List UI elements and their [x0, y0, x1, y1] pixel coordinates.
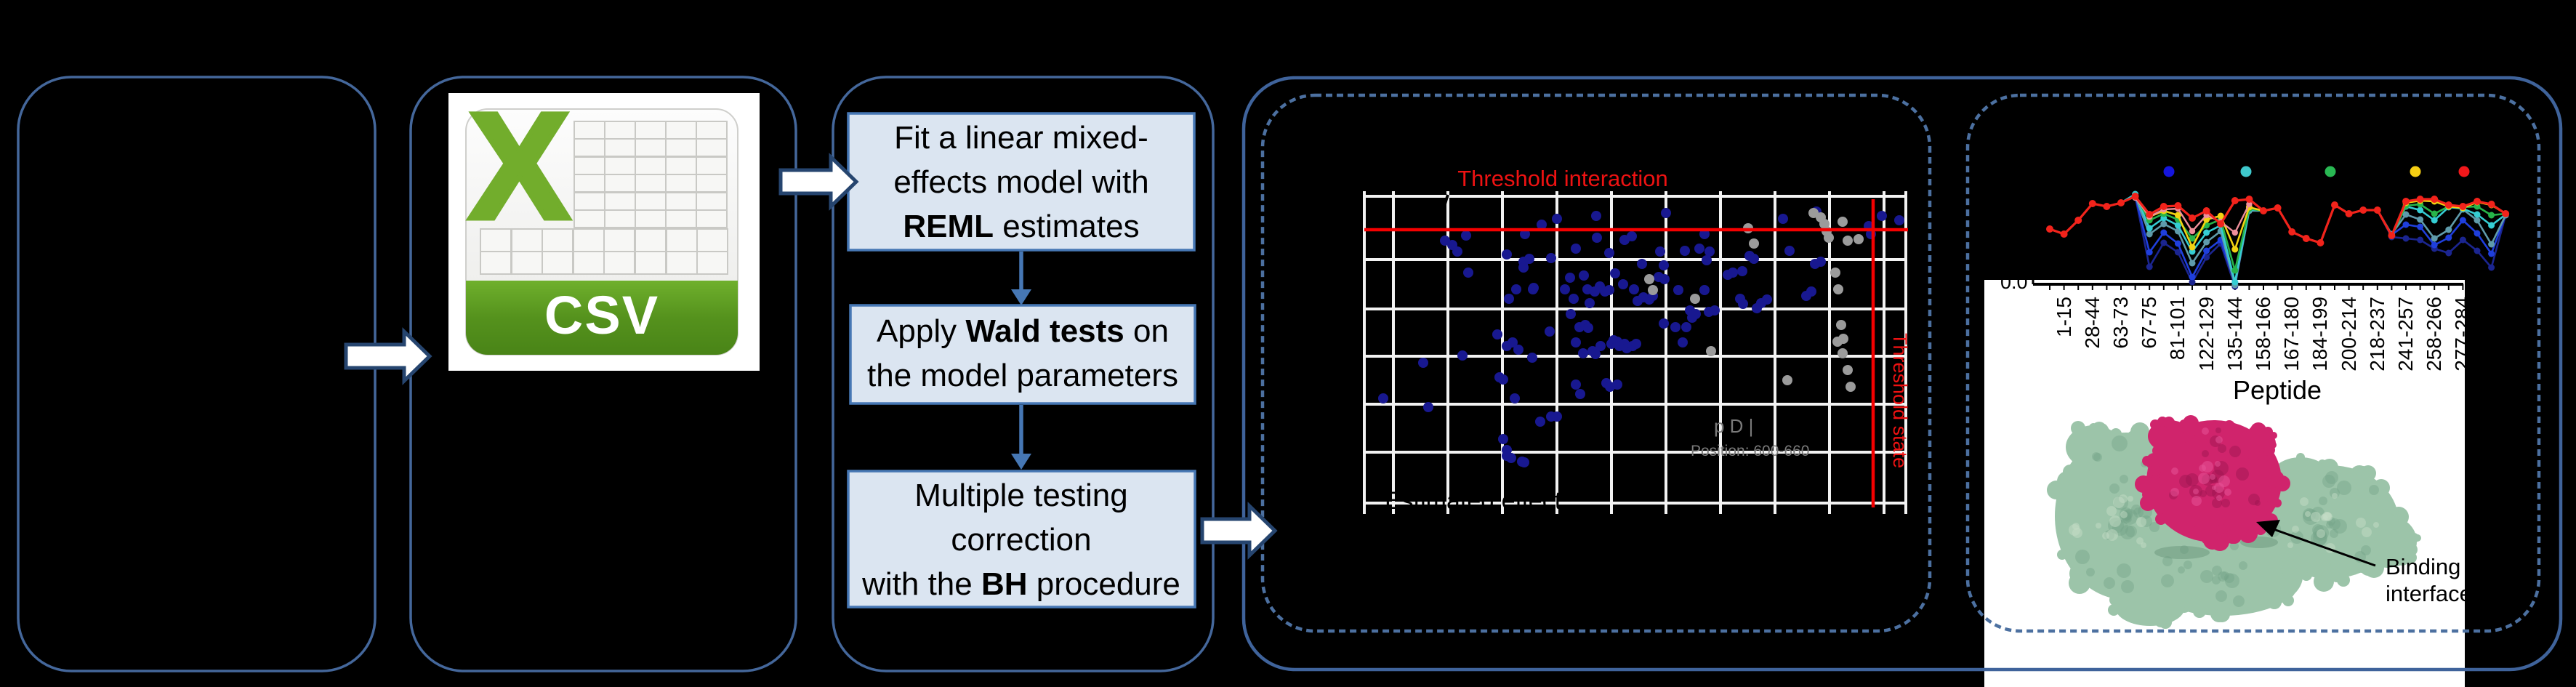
svg-text:p D |: p D | — [1714, 415, 1753, 437]
svg-text:interface: interface — [2386, 581, 2472, 606]
svg-text:122-129: 122-129 — [2195, 297, 2218, 371]
svg-text:CSV: CSV — [544, 285, 659, 345]
svg-text:218-237: 218-237 — [2366, 297, 2388, 371]
svg-text:67-75: 67-75 — [2138, 297, 2160, 349]
svg-text:Threshold interaction: Threshold interaction — [1457, 166, 1668, 191]
svg-text:with the BH procedure: with the BH procedure — [861, 566, 1180, 602]
svg-text:200-214: 200-214 — [2338, 297, 2360, 371]
svg-text:Estimated effect: Estimated effect — [1385, 487, 1562, 515]
svg-text:135-144: 135-144 — [2223, 297, 2246, 371]
svg-text:X: X — [469, 82, 570, 251]
svg-text:Position: 600-660: Position: 600-660 — [1691, 443, 1809, 459]
svg-text:1-15: 1-15 — [2053, 297, 2075, 337]
svg-text:Multiple testing: Multiple testing — [914, 478, 1127, 513]
svg-text:81-101: 81-101 — [2166, 297, 2189, 360]
svg-text:Fit a linear mixed-: Fit a linear mixed- — [894, 120, 1148, 156]
svg-text:Peptide: Peptide — [2233, 375, 2322, 405]
svg-text:correction: correction — [951, 522, 1091, 558]
svg-text:REML estimates: REML estimates — [903, 209, 1139, 244]
svg-text:Apply Wald tests on: Apply Wald tests on — [877, 313, 1169, 349]
svg-text:258-266: 258-266 — [2423, 297, 2445, 371]
svg-text:158-166: 158-166 — [2252, 297, 2274, 371]
svg-text:277-284: 277-284 — [2451, 297, 2474, 371]
svg-text:Threshold state: Threshold state — [1889, 333, 1911, 468]
svg-text:184-199: 184-199 — [2309, 297, 2331, 371]
svg-text:Binding: Binding — [2386, 554, 2460, 579]
svg-text:167-180: 167-180 — [2280, 297, 2303, 371]
svg-text:0.0: 0.0 — [2000, 271, 2028, 293]
svg-text:28-44: 28-44 — [2081, 297, 2104, 349]
svg-text:the model parameters: the model parameters — [867, 358, 1178, 393]
svg-text:63-73: 63-73 — [2109, 297, 2132, 349]
svg-text:241-257: 241-257 — [2394, 297, 2417, 371]
svg-text:effects model with: effects model with — [893, 164, 1148, 200]
